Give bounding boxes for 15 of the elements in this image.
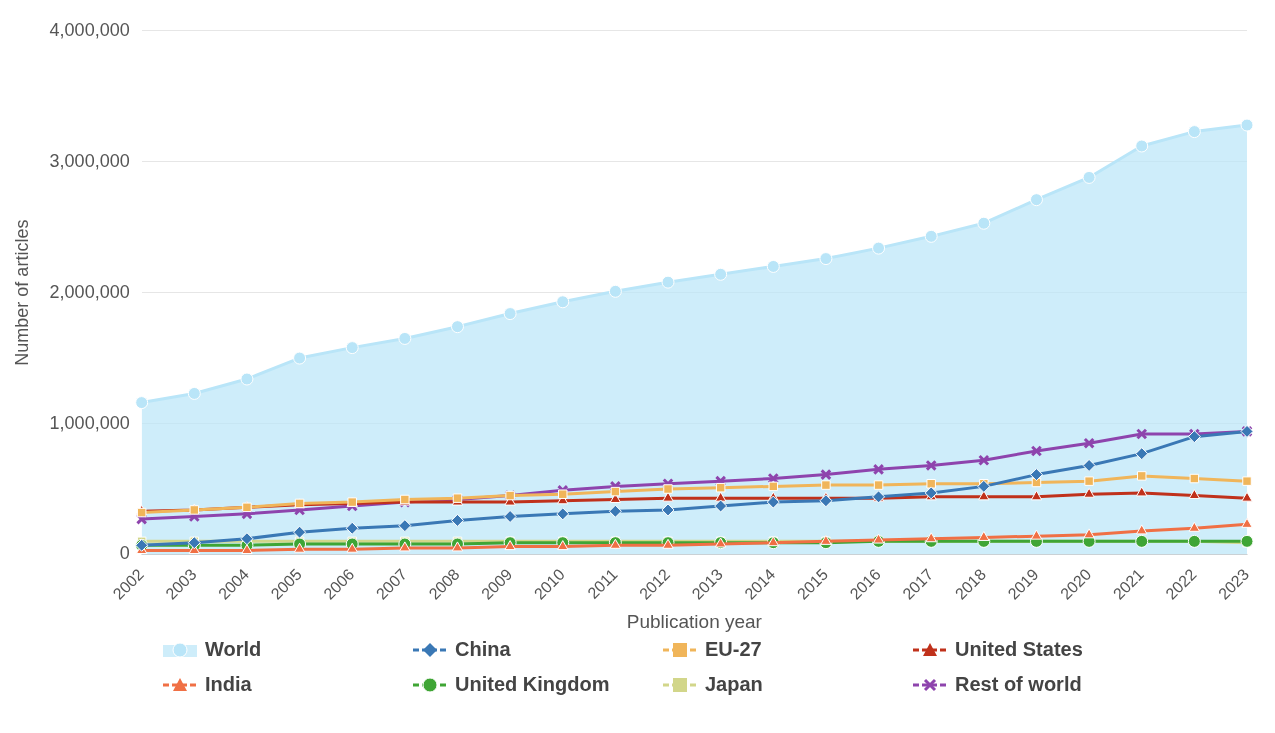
y-axis-title: Number of articles <box>11 219 32 366</box>
legend-label: World <box>205 638 262 661</box>
y-tick-label: 0 <box>119 543 130 564</box>
legend-label: Japan <box>705 673 763 696</box>
y-tick-label: 1,000,000 <box>49 412 130 433</box>
legend-label: Rest of world <box>955 673 1082 696</box>
y-tick-label: 2,000,000 <box>49 281 130 302</box>
legend-label: EU-27 <box>705 638 762 661</box>
x-axis-title: Publication year <box>626 610 763 632</box>
y-tick-label: 3,000,000 <box>49 150 130 171</box>
legend-label: India <box>205 673 252 696</box>
legend-label: United Kingdom <box>455 673 610 696</box>
legend-label: China <box>455 638 511 661</box>
legend-label: United States <box>955 638 1083 661</box>
y-tick-label: 4,000,000 <box>49 19 130 40</box>
